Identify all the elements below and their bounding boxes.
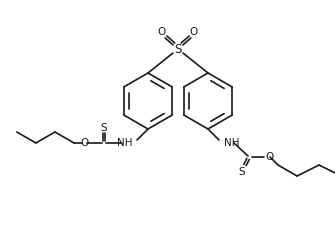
Text: NH: NH — [117, 138, 132, 148]
Text: NH: NH — [224, 138, 240, 148]
Text: O: O — [81, 138, 89, 148]
Text: S: S — [101, 123, 107, 133]
Text: S: S — [239, 167, 245, 177]
Text: S: S — [174, 43, 182, 56]
Text: O: O — [190, 27, 198, 37]
Text: O: O — [158, 27, 166, 37]
Text: O: O — [265, 152, 273, 162]
